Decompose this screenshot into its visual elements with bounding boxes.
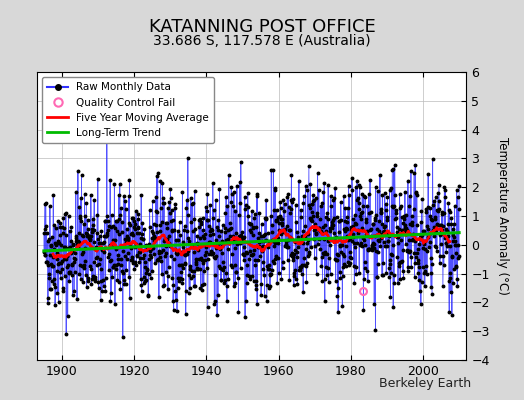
Text: KATANNING POST OFFICE: KATANNING POST OFFICE (149, 18, 375, 36)
Text: 33.686 S, 117.578 E (Australia): 33.686 S, 117.578 E (Australia) (153, 34, 371, 48)
Legend: Raw Monthly Data, Quality Control Fail, Five Year Moving Average, Long-Term Tren: Raw Monthly Data, Quality Control Fail, … (42, 77, 214, 143)
Y-axis label: Temperature Anomaly (°C): Temperature Anomaly (°C) (496, 137, 509, 295)
Text: Berkeley Earth: Berkeley Earth (379, 377, 472, 390)
